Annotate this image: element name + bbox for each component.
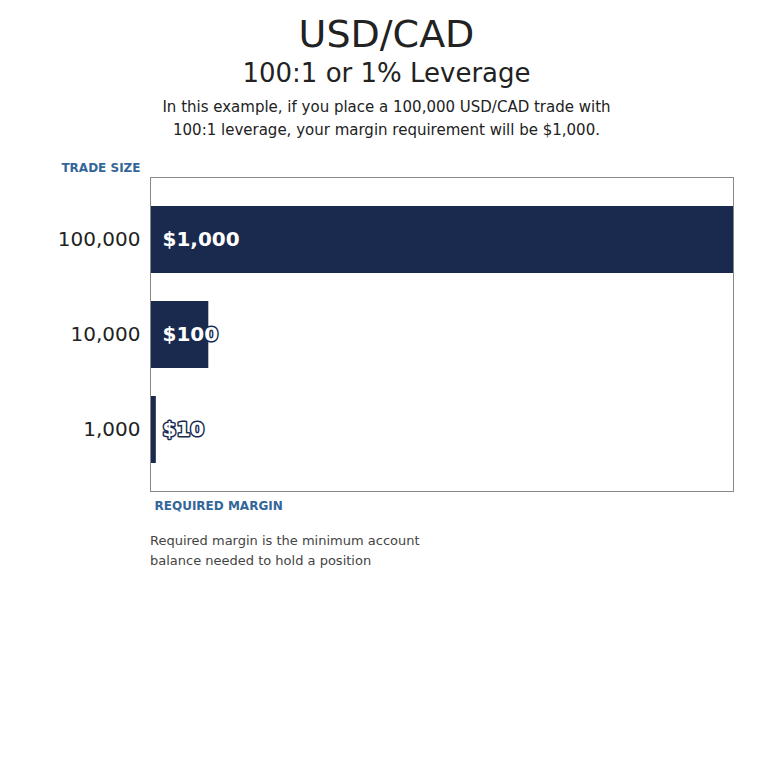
svg-text:TRADE SIZE: TRADE SIZE <box>61 161 140 175</box>
html-text:In this example, if you place: In this example, if you place a 100,000 … <box>162 98 611 139</box>
html-text:100:1 or 1% Leverage: 100:1 or 1% Leverage <box>242 58 531 88</box>
svg-text:$10: $10 <box>163 417 205 441</box>
svg-text:10,000: 10,000 <box>71 322 141 346</box>
svg-text:REQUIRED MARGIN: REQUIRED MARGIN <box>155 499 283 513</box>
html-text:Required margin is the minimum: Required margin is the minimum account b… <box>150 533 420 568</box>
svg-text:100,000: 100,000 <box>58 227 141 251</box>
html-text:USD/CAD: USD/CAD <box>298 12 475 56</box>
svg-text:1,000: 1,000 <box>83 417 140 441</box>
svg-text:$100: $100 <box>163 322 219 346</box>
svg-text:$1,000: $1,000 <box>163 227 240 251</box>
